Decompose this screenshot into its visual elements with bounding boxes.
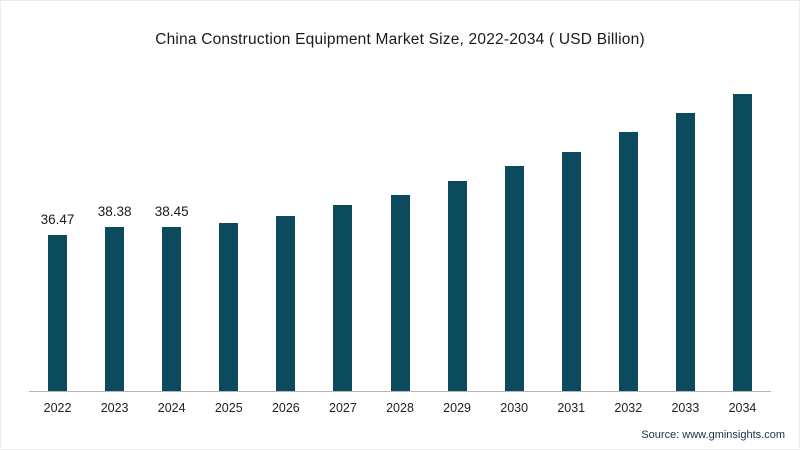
bar-column bbox=[429, 71, 486, 391]
bar-column: 38.38 bbox=[86, 71, 143, 391]
bar-column bbox=[486, 71, 543, 391]
bar-column bbox=[314, 71, 371, 391]
bar bbox=[276, 216, 296, 391]
x-tick-label: 2023 bbox=[100, 401, 129, 415]
bar-column bbox=[543, 71, 600, 391]
bar bbox=[618, 132, 638, 391]
bar bbox=[390, 195, 410, 391]
bar-value-label: 36.47 bbox=[40, 212, 75, 228]
x-tick-label: 2034 bbox=[728, 401, 757, 415]
bar bbox=[48, 235, 68, 391]
bar-column bbox=[200, 71, 257, 391]
bar bbox=[333, 204, 353, 391]
bar bbox=[675, 112, 695, 391]
bar bbox=[447, 181, 467, 391]
bar-value-label: 38.45 bbox=[154, 203, 189, 219]
x-tick-label: 2029 bbox=[443, 401, 471, 415]
bar-column bbox=[257, 71, 314, 391]
bar bbox=[561, 151, 581, 391]
bar bbox=[162, 226, 182, 391]
bar bbox=[732, 94, 752, 391]
x-tick-label: 2022 bbox=[43, 401, 72, 415]
x-tick-label: 2030 bbox=[500, 401, 529, 415]
bar bbox=[219, 222, 239, 391]
bar-column: 36.47 bbox=[29, 71, 86, 391]
chart-title: China Construction Equipment Market Size… bbox=[155, 31, 645, 48]
bar-column: 38.45 bbox=[143, 71, 200, 391]
x-tick-label: 2026 bbox=[271, 401, 300, 415]
bar-column bbox=[600, 71, 657, 391]
x-tick-label: 2033 bbox=[671, 401, 700, 415]
x-tick-label: 2025 bbox=[214, 401, 243, 415]
plot-area: 36.47 38.38 38.45 bbox=[29, 71, 771, 392]
bar-column bbox=[371, 71, 428, 391]
x-tick-label: 2027 bbox=[329, 401, 357, 415]
bar-column bbox=[714, 71, 771, 391]
x-tick-label: 2031 bbox=[557, 401, 586, 415]
bar-value-label: 38.38 bbox=[97, 204, 132, 220]
bar-column bbox=[657, 71, 714, 391]
x-axis: 2022 2023 2024 2025 2026 2027 2028 2029 2030 2031… bbox=[29, 392, 771, 415]
x-tick-label: 2032 bbox=[614, 401, 643, 415]
bar bbox=[504, 165, 524, 391]
x-tick-label: 2028 bbox=[386, 401, 414, 415]
source-text: Source: www.gminsights.com bbox=[641, 429, 785, 441]
bar bbox=[105, 227, 125, 391]
x-tick-label: 2024 bbox=[157, 401, 186, 415]
